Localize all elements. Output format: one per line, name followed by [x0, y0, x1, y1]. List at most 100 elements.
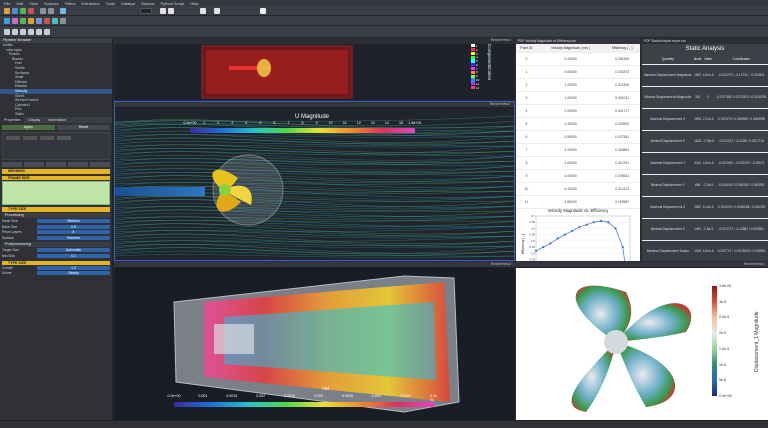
undo-icon[interactable] [40, 8, 46, 14]
disconnect-icon[interactable] [28, 8, 34, 14]
section-meshing[interactable]: MESHING [2, 169, 110, 174]
apply-button[interactable]: Apply [2, 125, 55, 130]
section-type-size[interactable]: TYPE SIZE [2, 207, 110, 212]
tab-properties[interactable]: Properties [0, 117, 25, 123]
pipeline-item[interactable]: Plot [15, 107, 22, 112]
check-option[interactable] [23, 136, 37, 140]
clip-icon[interactable] [20, 18, 26, 24]
field-value[interactable]: 1.2 [37, 265, 110, 270]
pipeline-item[interactable]: StreamTracer1 [15, 98, 39, 103]
calculator-icon[interactable] [4, 18, 10, 24]
table-row[interactable]: 0 0.40000 0.281155 [516, 52, 640, 66]
glyph-icon[interactable] [44, 18, 50, 24]
back-view-icon[interactable] [44, 29, 50, 35]
section-postprocessing[interactable]: Postprocessing [2, 241, 110, 247]
mode-button[interactable] [90, 162, 110, 167]
static-row[interactable]: Minimal Displacement Z 1467 -2.8e-5 -0.0137… [642, 218, 768, 241]
column-header[interactable]: Efficiency ( - ) [604, 44, 640, 53]
table-row[interactable]: 5 2.40000 0.433902 [516, 117, 640, 131]
stream-tracer-icon[interactable] [52, 18, 58, 24]
zoom-icon[interactable] [214, 8, 220, 14]
warp-icon[interactable] [60, 18, 66, 24]
pipeline-item[interactable]: Results [15, 84, 27, 89]
menu-item[interactable]: Edit [16, 0, 24, 6]
pipeline-item[interactable]: Slice1 [15, 93, 25, 98]
section-frame-size[interactable]: FRAME SIZE [2, 175, 110, 180]
table-row[interactable]: 3 1.60000 0.401031 [516, 91, 640, 105]
threshold-icon[interactable] [36, 18, 42, 24]
column-header[interactable]: Velocity Magnitude ( m/s ) [536, 44, 605, 53]
help-icon[interactable] [260, 8, 266, 14]
connect-icon[interactable] [20, 8, 26, 14]
menu-item[interactable]: View [29, 0, 38, 6]
camera-icon[interactable] [60, 8, 66, 14]
pipeline-item[interactable]: Static [15, 111, 24, 115]
pipeline-item[interactable]: Solids [15, 65, 25, 70]
pipeline-item[interactable]: Shaft [15, 75, 24, 80]
table-row[interactable]: 11 4.80000 0.119982 [516, 195, 640, 209]
mode-button[interactable] [68, 162, 88, 167]
static-row[interactable]: Minimal Displacement X 1623 -1.76e-5 -0.012… [642, 130, 768, 153]
pipeline-item[interactable]: rotor.cgns [6, 47, 22, 52]
static-row[interactable]: Maximal Displacement X 1694 2.21e-5 -0.0374… [642, 108, 768, 131]
section-type-size-2[interactable]: TYPE SIZE [2, 260, 110, 265]
front-view-icon[interactable] [36, 29, 42, 35]
play-icon[interactable] [160, 8, 166, 14]
right-view-icon[interactable] [12, 29, 18, 35]
reset-camera-icon[interactable] [200, 8, 206, 14]
static-row[interactable]: Minimal Displacement Y 668 -2.3e-5 -0.01400… [642, 174, 768, 197]
menu-item[interactable]: Tools [105, 0, 115, 6]
section-processing[interactable]: Processing [2, 212, 110, 218]
pipeline-item[interactable]: Velocity [0, 88, 112, 94]
menu-item[interactable]: Sources [43, 0, 59, 6]
next-frame-icon[interactable] [168, 8, 174, 14]
menu-item[interactable]: Catalyst [120, 0, 136, 6]
table-row[interactable]: 7 3.20000 0.430854 [516, 143, 640, 157]
pipeline-item[interactable]: Blades [12, 56, 23, 61]
field-value[interactable]: Automatic [37, 248, 110, 253]
pipeline-item[interactable]: builtin: [3, 43, 14, 47]
save-icon[interactable] [12, 8, 18, 14]
table-row[interactable]: 6 2.80000 0.437581 [516, 130, 640, 144]
slice-icon[interactable] [28, 18, 34, 24]
bottom-view-icon[interactable] [28, 29, 34, 35]
static-analysis-view[interactable]: PDF StaticAnalysis report.csv Static Ana… [642, 38, 768, 261]
table-row[interactable]: 1 0.80000 0.331873 [516, 65, 640, 79]
left-view-icon[interactable] [4, 29, 10, 35]
pipeline-item[interactable]: Diffuser [15, 79, 28, 84]
field-value[interactable]: 0.1 [37, 253, 110, 258]
field-value[interactable]: Medium [37, 219, 110, 224]
column-header[interactable]: Point ID [516, 44, 537, 53]
field-value[interactable]: 8 [37, 230, 110, 235]
mode-button[interactable] [24, 162, 44, 167]
efficiency-chart[interactable]: Velocity Magnitude vs. EfficiencyVelocit… [520, 206, 636, 261]
static-row[interactable]: Maximal Displacement Y 3412 4.51e-5 -0.0370… [642, 152, 768, 175]
check-option[interactable] [40, 136, 54, 140]
mode-button[interactable] [2, 162, 22, 167]
table-row[interactable]: 4 2.00000 0.421717 [516, 104, 640, 118]
time-field[interactable] [140, 8, 152, 14]
render-view-3[interactable]: RenderView3 nut 0.0e+00 0.001 0.0015 0.002 0… [114, 262, 515, 420]
spreadsheet-view[interactable]: PDF Velocity Magnitude vs Efficiency.csv… [516, 38, 640, 261]
static-row[interactable]: Maximal Displacement Scalar 1024 4.51e-5 -0… [642, 240, 768, 261]
check-option[interactable] [57, 136, 71, 140]
menu-item[interactable]: Extractors [81, 0, 100, 6]
menu-item[interactable]: Macros [141, 0, 155, 6]
field-value[interactable]: 0.5 [37, 224, 110, 229]
tab-information[interactable]: Information [48, 118, 67, 122]
render-view-1[interactable]: RenderView1 1 2 3 4 5 6 7 8 9 10 11 12 ComponentColo… [114, 38, 515, 100]
top-view-icon[interactable] [20, 29, 26, 35]
field-value[interactable]: Remesh [37, 235, 110, 240]
static-row[interactable]: Maximal Displacement Z 2587 3.14e-5 -0.0120… [642, 196, 768, 219]
static-row[interactable]: Minimal Displacement Magnitude 302 0 -0.037… [642, 86, 768, 109]
field-value[interactable]: Steady [37, 271, 110, 276]
check-option[interactable] [6, 136, 20, 140]
menu-item[interactable]: Help [190, 0, 199, 6]
tab-display[interactable]: Display [28, 118, 41, 122]
table-row[interactable]: 2 1.20000 0.371826 [516, 78, 640, 92]
mode-button[interactable] [46, 162, 66, 167]
static-row[interactable]: Maximal Displacement Magnitude 1557 4.51e-… [642, 64, 768, 87]
pipeline-item[interactable]: Surfaces [15, 70, 30, 75]
table-row[interactable]: 10 4.40000 0.314112 [516, 182, 640, 196]
redo-icon[interactable] [48, 8, 54, 14]
